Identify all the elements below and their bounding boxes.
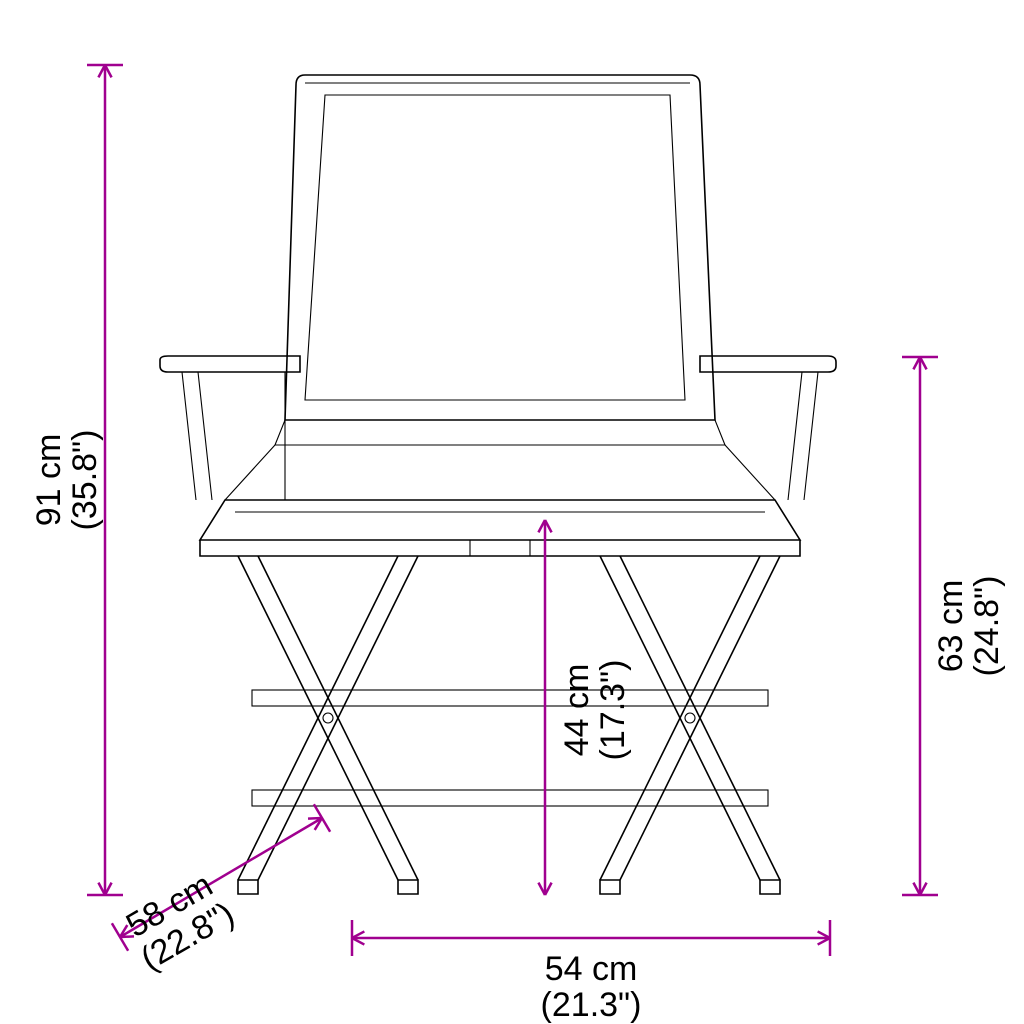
dim-total-height-a: 91 cm — [30, 434, 68, 527]
dimension-lines — [87, 65, 938, 956]
dim-seat-height-a: 44 cm — [558, 664, 596, 757]
diagram-svg: 91 cm (35.8") 63 cm (24.8") 44 cm (17.3"… — [0, 0, 1024, 1024]
chair-outline — [160, 75, 836, 894]
dimension-diagram: 91 cm (35.8") 63 cm (24.8") 44 cm (17.3"… — [0, 0, 1024, 1024]
dim-width-a: 54 cm — [545, 950, 638, 988]
dim-total-height-b: (35.8") — [66, 430, 104, 531]
dim-seat-height-b: (17.3") — [594, 660, 632, 761]
dim-width-b: (21.3") — [541, 986, 642, 1024]
dim-arm-height-b: (24.8") — [968, 576, 1006, 677]
dim-arm-height-a: 63 cm — [932, 580, 970, 673]
